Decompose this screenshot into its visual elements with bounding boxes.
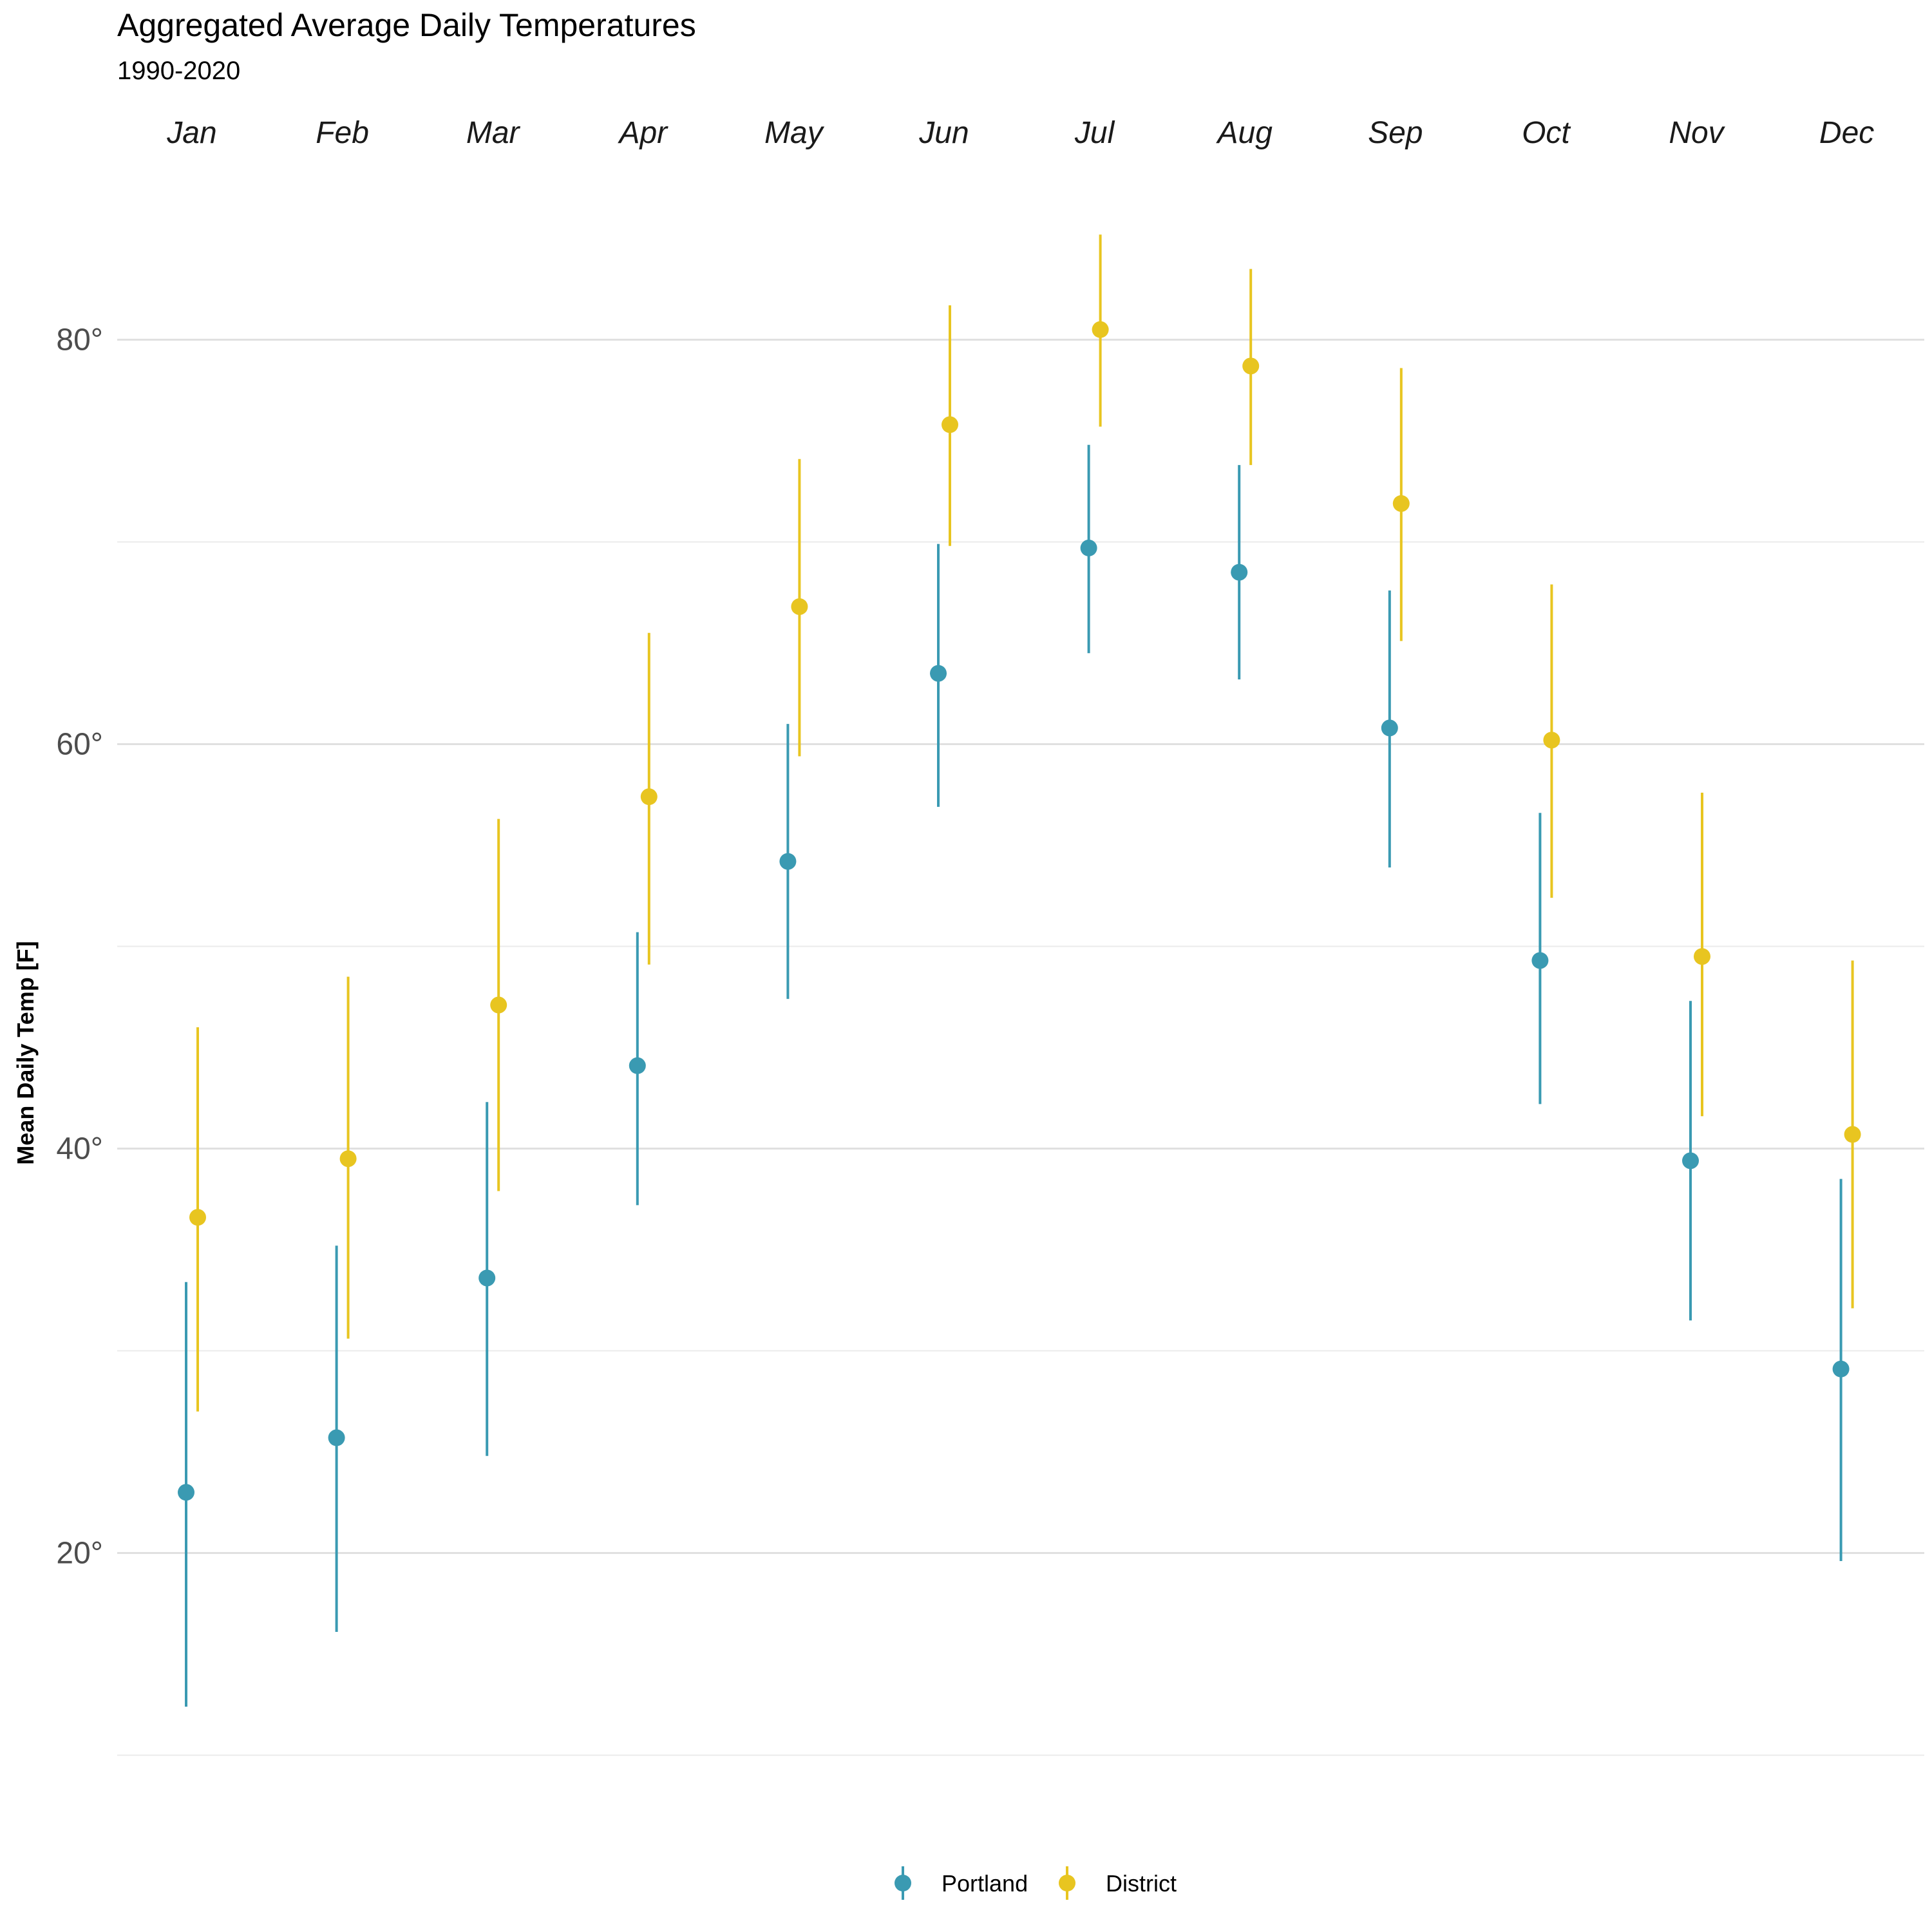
data-point [1392,495,1410,512]
x-category-label: Jul [1074,116,1115,150]
data-point [1092,321,1109,338]
x-category-label: Aug [1215,116,1273,150]
data-point [791,598,808,615]
x-category-label: Nov [1669,116,1725,150]
legend-label: Portland [942,1870,1028,1897]
data-point [942,416,958,433]
data-point [1231,564,1248,581]
data-point [930,665,947,682]
data-point [1543,732,1560,749]
chart-title: Aggregated Average Daily Temperatures [117,7,696,43]
data-point [490,996,507,1014]
data-point [1694,948,1710,965]
x-category-label: Jun [918,116,969,150]
y-tick-label: 40° [56,1132,103,1166]
grid-layer [117,339,1924,1756]
x-category-label: Feb [316,116,369,150]
y-tick-label: 80° [56,323,103,357]
x-category-label: Apr [617,116,668,150]
x-category-label: Sep [1368,116,1423,150]
y-tick-label: 20° [56,1537,103,1571]
data-point [328,1429,345,1446]
data-point [1242,357,1260,375]
legend-key-point [1059,1875,1075,1891]
y-tick-label: 60° [56,728,103,762]
data-point [1832,1360,1850,1378]
data-point [1080,539,1097,556]
data-point [640,788,658,806]
x-category-label: Oct [1522,116,1571,150]
legend-layer: Portland District [895,1866,1177,1900]
data-point [178,1484,194,1501]
legend-key-point [895,1875,911,1891]
marks-layer [178,234,1861,1707]
x-category-label: Jan [166,116,216,150]
data-point [1381,719,1398,737]
x-category-label: Mar [466,116,521,150]
x-category-label: Dec [1819,116,1874,150]
x-category-label: May [764,116,825,150]
data-point [1682,1152,1699,1170]
data-point [779,853,797,870]
data-point [1531,952,1549,969]
legend-label: District [1106,1870,1177,1897]
axis-layer: 20° 40° 60° 80° Jan Feb Mar Apr May Jun Jul Aug Sep O… [56,116,1874,1571]
data-point [478,1269,496,1287]
chart-subtitle: 1990-2020 [117,57,241,85]
data-point [189,1209,206,1226]
data-point [339,1150,357,1168]
data-point [1844,1126,1861,1143]
data-point [629,1057,646,1074]
